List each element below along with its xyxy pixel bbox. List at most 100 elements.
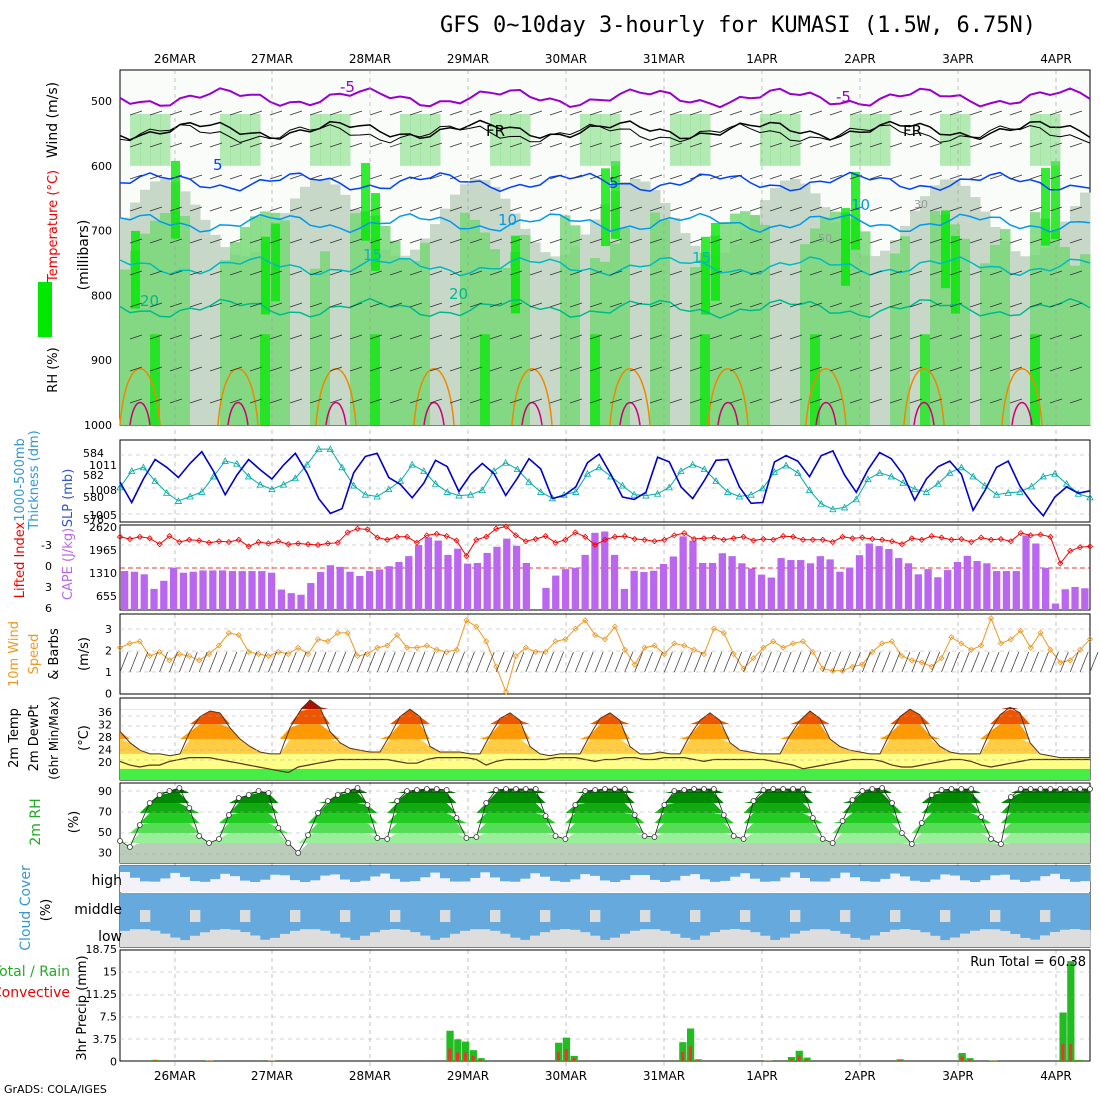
contour-label: FR bbox=[486, 122, 505, 140]
wind-barb bbox=[169, 206, 183, 212]
cloud-low-bar bbox=[580, 932, 591, 947]
wind-speed-marker bbox=[1047, 646, 1054, 653]
rh2m-marker bbox=[196, 833, 203, 839]
wind-barb-10m bbox=[525, 651, 535, 673]
rh-shade bbox=[880, 250, 891, 425]
wind-barb bbox=[129, 206, 143, 212]
cloud-low-bar bbox=[290, 930, 301, 947]
thickness-marker bbox=[186, 492, 194, 500]
precip-axis-label: 3hr Precip (mm) bbox=[75, 955, 90, 1060]
date-label-top: 28MAR bbox=[349, 52, 391, 66]
wind-barb bbox=[249, 334, 263, 340]
rh2m-marker bbox=[414, 787, 420, 793]
lifted-index-marker bbox=[334, 539, 341, 546]
rh-shade bbox=[420, 242, 431, 425]
cloud-high-bar bbox=[580, 866, 591, 875]
wind-barb bbox=[489, 174, 503, 180]
cloud-high-bar bbox=[1080, 866, 1091, 882]
wind-barb bbox=[269, 206, 283, 212]
wind-barb bbox=[1069, 174, 1083, 180]
temp2m-label-3: (6hr Min/Max) bbox=[47, 696, 61, 780]
wind-barb bbox=[469, 110, 483, 116]
wind-speed-marker bbox=[146, 653, 153, 660]
wind-barb bbox=[289, 110, 303, 116]
wind-barb bbox=[749, 270, 763, 276]
cape-bar bbox=[777, 558, 785, 610]
rh-shade bbox=[600, 261, 611, 425]
lifted-index-marker bbox=[384, 536, 391, 543]
wind-barb-10m bbox=[733, 651, 743, 673]
cloud-low-bar bbox=[610, 937, 621, 947]
rh2m-marker bbox=[126, 844, 133, 850]
wind-barb bbox=[869, 366, 883, 372]
wind-barb bbox=[209, 270, 223, 276]
wind-barb bbox=[949, 334, 963, 340]
cloud-low-bar bbox=[220, 929, 231, 947]
wind-barb bbox=[409, 238, 423, 244]
rh-shade bbox=[580, 234, 591, 425]
rh-shade bbox=[550, 256, 561, 425]
wind-barb-10m bbox=[208, 651, 218, 673]
rh-shade bbox=[841, 208, 850, 286]
wind-speed-marker bbox=[166, 657, 173, 664]
rh-shade bbox=[810, 228, 821, 425]
wind-barb bbox=[569, 110, 583, 116]
wind-barb bbox=[389, 110, 403, 116]
rh-shade bbox=[320, 251, 331, 425]
rh2m-marker bbox=[1037, 786, 1044, 792]
wind-barb bbox=[149, 398, 163, 404]
wind-barb bbox=[909, 334, 923, 340]
thickness-marker bbox=[805, 486, 814, 494]
lifted-index-marker bbox=[1077, 544, 1084, 551]
wind-barb bbox=[229, 142, 243, 148]
temp-isoline bbox=[119, 297, 1091, 319]
wind-barb bbox=[649, 174, 663, 180]
cloud-low-bar bbox=[690, 939, 701, 947]
pressure-tick-label: 600 bbox=[91, 160, 112, 173]
thickness-marker bbox=[583, 469, 592, 477]
wind-barb bbox=[609, 302, 623, 308]
wind-barb bbox=[349, 334, 363, 340]
date-label-bottom: 26MAR bbox=[154, 1069, 196, 1083]
wind-barb bbox=[869, 334, 883, 340]
cape-bar bbox=[1071, 586, 1079, 610]
wind-speed-marker bbox=[839, 667, 846, 674]
rh-shade bbox=[220, 260, 231, 425]
rh-shade bbox=[640, 181, 651, 425]
cloud-low-bar bbox=[590, 935, 601, 947]
rh-shade bbox=[120, 269, 131, 425]
wind-barb bbox=[589, 398, 603, 404]
thickness-marker bbox=[373, 492, 381, 500]
rh-shade bbox=[880, 113, 891, 166]
cloud-low-bar bbox=[390, 929, 401, 947]
cloud-high-bar bbox=[640, 866, 651, 875]
wind-barb bbox=[389, 302, 403, 308]
wind-speed-marker bbox=[116, 644, 124, 651]
lifted-index-marker bbox=[344, 529, 351, 536]
contour-label: 5 bbox=[609, 174, 619, 192]
rh-shade bbox=[1020, 256, 1031, 425]
wind-barb bbox=[409, 206, 423, 212]
cape-bar bbox=[130, 571, 139, 610]
thickness-tick-label: 584 bbox=[83, 447, 104, 460]
lifted-index-marker bbox=[156, 541, 163, 548]
precip-conv-bar bbox=[789, 1059, 793, 1061]
cloud-low-bar bbox=[640, 929, 651, 947]
cloud-high-bar bbox=[990, 866, 1001, 876]
wind-barb-10m bbox=[584, 651, 594, 673]
rh-shade bbox=[770, 113, 781, 166]
cloud-high-bar bbox=[670, 866, 681, 881]
wind-barb bbox=[229, 398, 243, 404]
lifted-index-marker bbox=[780, 533, 787, 540]
wind-barb-10m bbox=[535, 651, 545, 673]
wind-barb bbox=[369, 206, 383, 212]
wind-barb bbox=[209, 334, 223, 340]
thickness-marker bbox=[572, 488, 580, 495]
rh2m-marker bbox=[1077, 786, 1084, 792]
wind-barb-10m bbox=[842, 651, 851, 673]
wind-speed-marker bbox=[552, 638, 559, 645]
wind-barb-10m bbox=[268, 651, 277, 673]
cape-bar bbox=[1051, 603, 1060, 610]
wind-barb bbox=[149, 174, 163, 180]
wind-barb bbox=[629, 334, 643, 340]
